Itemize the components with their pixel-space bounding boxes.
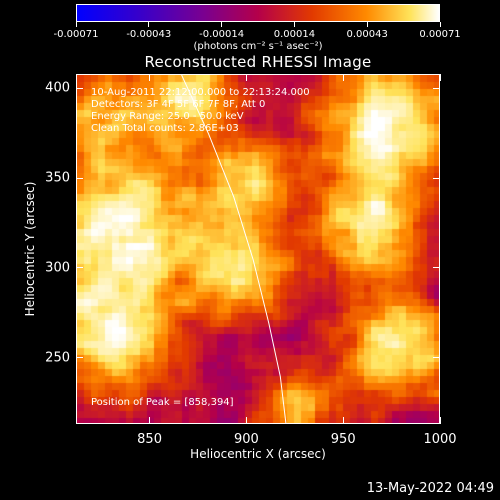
y-tick-mark	[76, 87, 83, 89]
x-tick-mark	[342, 74, 344, 81]
y-tick-mark	[433, 267, 440, 269]
solar-limb-curve-layer	[181, 75, 287, 423]
colorbar	[76, 4, 440, 22]
x-tick-mark	[439, 74, 441, 81]
x-tick-label: 1000	[423, 432, 457, 447]
x-tick-label: 900	[233, 432, 259, 447]
x-tick-mark	[439, 417, 441, 424]
colorbar-tick	[293, 22, 295, 27]
colorbar-tick	[75, 22, 77, 27]
colorbar-tick-label: -0.00071	[53, 29, 99, 40]
annotation-energy-range: Energy Range: 25.0 - 50.0 keV	[91, 111, 244, 122]
colorbar-tick	[366, 22, 368, 27]
annotation-detectors: Detectors: 3F 4F 5F 6F 7F 8F, Att 0	[91, 99, 266, 110]
y-tick-label: 400	[45, 80, 70, 96]
y-tick-mark	[76, 177, 83, 179]
y-tick-mark	[433, 87, 440, 89]
colorbar-unit-label: (photons cm⁻² s⁻¹ asec⁻²)	[193, 41, 323, 52]
y-tick-mark	[433, 177, 440, 179]
x-axis-label: Heliocentric X (arcsec)	[190, 447, 326, 461]
x-tick-mark	[245, 417, 247, 424]
y-axis-label: Heliocentric Y (arcsec)	[23, 181, 37, 317]
plot-title: Reconstructed RHESSI Image	[144, 53, 372, 71]
annotation-peak-position: Position of Peak = [858,394]	[91, 397, 234, 408]
image-plot-area: 10-Aug-2011 22:12:00.000 to 22:13:24.000…	[76, 74, 440, 424]
colorbar-tick	[221, 22, 223, 27]
y-tick-mark	[433, 357, 440, 359]
annotation-time-range: 10-Aug-2011 22:12:00.000 to 22:13:24.000	[91, 87, 310, 98]
solar-limb-curve	[181, 75, 287, 423]
x-tick-label: 850	[137, 432, 162, 447]
timestamp: 13-May-2022 04:49	[366, 481, 494, 496]
y-tick-label: 300	[45, 260, 70, 276]
y-tick-mark	[76, 267, 83, 269]
colorbar-tick	[439, 22, 441, 27]
y-tick-label: 350	[45, 170, 70, 186]
x-tick-mark	[149, 417, 151, 424]
colorbar-tick	[148, 22, 150, 27]
x-tick-mark	[342, 417, 344, 424]
x-tick-mark	[245, 74, 247, 81]
x-tick-mark	[149, 74, 151, 81]
colorbar-tick-label: -0.00014	[199, 29, 245, 40]
colorbar-tick-label: 0.00043	[346, 29, 388, 40]
colorbar-tick-label: 0.00014	[273, 29, 316, 40]
rhessi-heatmap	[77, 75, 439, 423]
y-tick-label: 250	[45, 350, 70, 366]
y-tick-mark	[76, 357, 83, 359]
annotation-method-counts: Clean Total counts: 2.86E+03	[91, 123, 239, 134]
x-tick-label: 950	[330, 432, 356, 447]
colorbar-tick-label: -0.00043	[126, 29, 172, 40]
colorbar-tick-label: 0.00071	[419, 29, 461, 40]
